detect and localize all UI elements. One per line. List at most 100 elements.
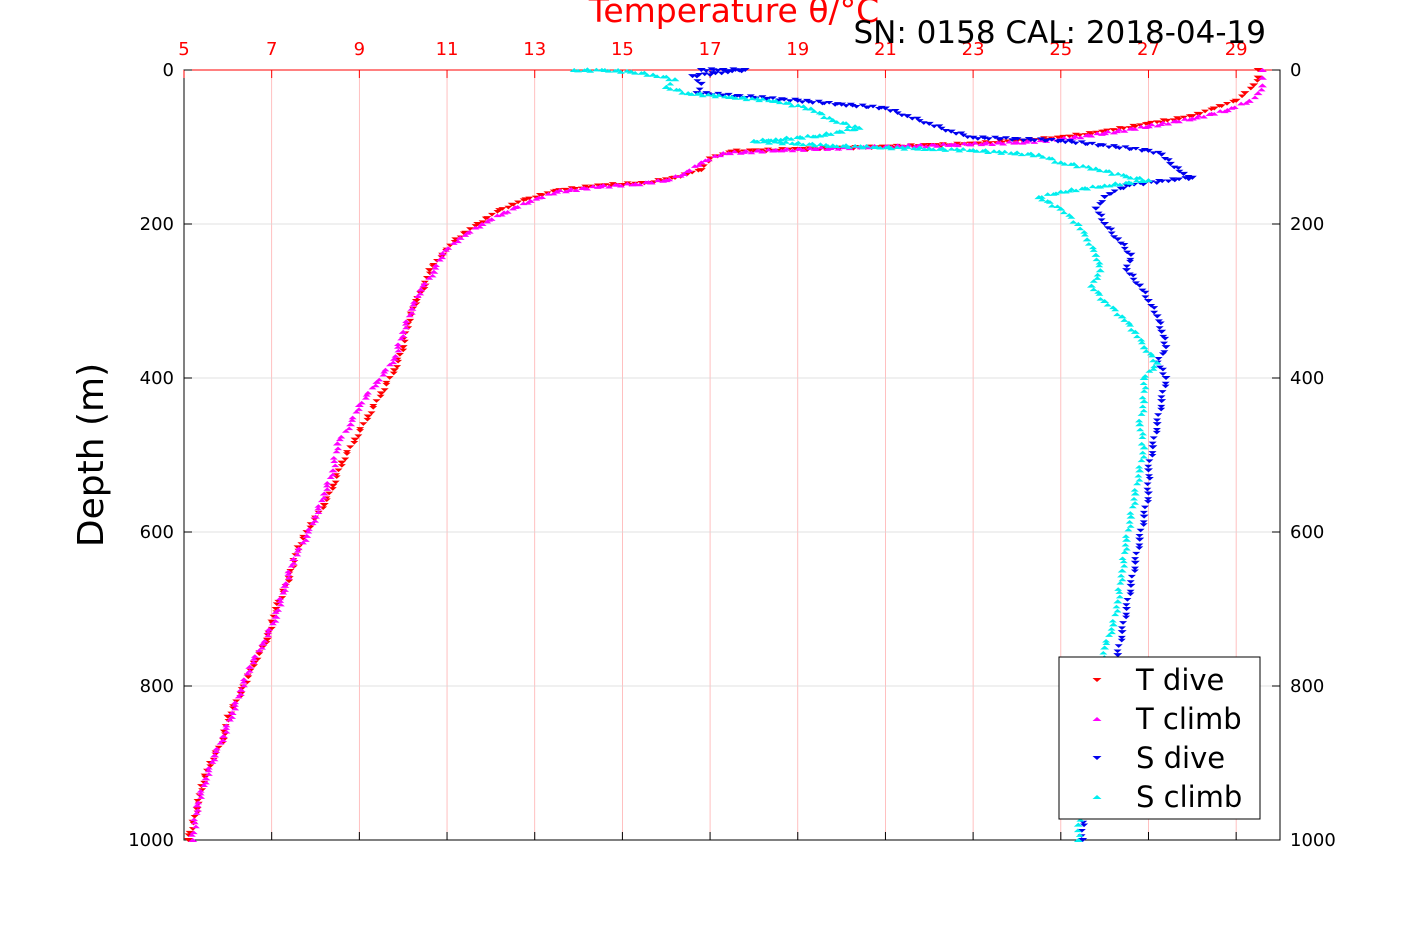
data-point-fill [1089,248,1098,252]
data-point-fill [206,764,215,768]
data-point [473,221,483,227]
data-point-fill [1148,451,1157,455]
data-point-fill [1135,418,1144,423]
data-point-fill [920,143,929,147]
data-point-fill [1144,500,1153,504]
data-point-fill [842,121,851,125]
data-point-fill [810,143,819,148]
data-point-fill [243,671,252,676]
data-point-fill [1153,120,1162,125]
data-point-fill [605,184,614,189]
data-point [271,606,281,612]
data-point [1139,345,1149,350]
data-point-fill [216,741,225,745]
data-point [718,151,728,156]
legend-label: T dive [1135,663,1224,697]
data-point-fill [886,109,895,113]
data-point-fill [1126,524,1135,528]
data-point-fill [1089,287,1098,292]
data-point-fill [1137,337,1146,342]
data-point-fill [535,192,544,197]
data-point-fill [354,407,363,411]
data-point-fill [1157,407,1166,412]
data-point-fill [695,163,704,167]
data-point-fill [1215,104,1224,108]
data-point-fill [952,132,961,136]
data-point-fill [410,300,419,304]
data-point-fill [806,146,815,150]
data-point [1257,67,1267,73]
data-point [280,583,290,588]
data-point-fill [271,619,280,623]
data-point-fill [1135,478,1144,482]
data-point-fill [352,409,361,414]
data-point-fill [1169,119,1178,124]
data-point-fill [1038,155,1047,159]
legend-items: T dive T climb S dive S climb [1092,663,1242,814]
data-point-fill [1048,156,1057,161]
data-point-fill [1017,152,1026,157]
data-point-fill [389,371,398,376]
data-point-fill [787,137,796,141]
data-point [389,368,399,373]
data-point-fill [1154,179,1163,183]
data-point-fill [208,760,217,764]
data-point-fill [397,336,406,341]
data-point-fill [1157,395,1166,399]
data-point [188,837,198,843]
data-point-fill [1158,390,1167,394]
data-point-fill [764,147,773,152]
data-point-fill [713,68,722,73]
data-point [1056,206,1066,211]
data-point-fill [699,164,708,168]
data-point-fill [929,147,938,152]
data-point-fill [608,182,617,186]
data-point-fill [701,158,710,163]
data-point-fill [1131,501,1140,505]
data-point [1100,298,1110,304]
data-point-fill [851,143,860,148]
data-point-fill [1121,180,1130,185]
data-point-fill [1148,353,1157,358]
data-point-fill [1192,115,1201,120]
data-point-fill [1095,292,1104,296]
data-point-fill [1246,86,1255,91]
data-point-fill [1122,612,1131,617]
data-point [289,556,299,561]
data-point-fill [1115,182,1124,187]
data-point-fill [276,596,285,601]
data-point-fill [1114,171,1123,176]
data-point [1157,329,1167,334]
data-point-fill [1141,290,1150,295]
data-point [1108,622,1118,627]
data-point [1100,221,1110,227]
data-point [1253,67,1263,73]
data-point-fill [1075,833,1084,837]
data-point-fill [1158,367,1167,372]
data-point-fill [791,146,800,151]
data-point [411,298,421,304]
data-point-fill [1148,441,1157,446]
data-point-fill [848,103,857,108]
data-point-fill [1126,259,1135,264]
chart-subtitle: SN: 0158 CAL: 2018-04-19 [854,15,1267,51]
data-point-fill [893,143,902,148]
data-point-fill [724,151,733,155]
data-point-fill [1130,488,1139,492]
data-point-fill [1143,487,1152,492]
x-tick-label: 5 [178,39,189,60]
data-point-fill [514,200,523,205]
data-point-fill [1142,349,1151,353]
data-point-fill [255,652,264,657]
data-point-fill [466,227,475,231]
data-point-fill [1072,164,1081,169]
x-tick-label: 27 [1137,39,1160,60]
data-point-fill [1084,242,1093,246]
data-point-fill [1080,823,1089,828]
data-point-fill [431,265,440,270]
data-point-fill [359,422,368,426]
data-point-fill [268,621,277,626]
data-point-fill [1115,146,1124,151]
data-point-fill [497,212,506,217]
data-point-fill [308,521,317,526]
